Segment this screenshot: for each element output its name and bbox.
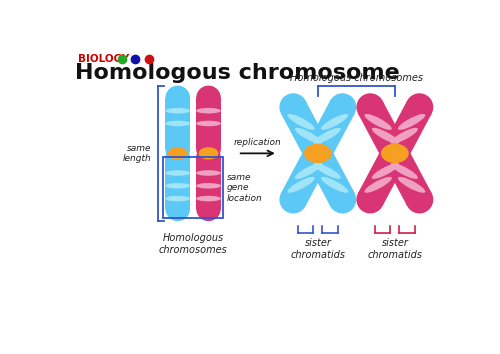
Ellipse shape bbox=[288, 114, 315, 130]
Ellipse shape bbox=[381, 144, 408, 163]
Ellipse shape bbox=[295, 163, 322, 179]
Ellipse shape bbox=[321, 177, 348, 193]
Text: same
gene
location: same gene location bbox=[227, 173, 262, 202]
Ellipse shape bbox=[328, 186, 356, 213]
Ellipse shape bbox=[381, 139, 408, 167]
Polygon shape bbox=[382, 147, 432, 206]
Ellipse shape bbox=[381, 139, 408, 167]
Ellipse shape bbox=[166, 196, 190, 201]
Ellipse shape bbox=[196, 86, 221, 110]
Polygon shape bbox=[281, 147, 330, 206]
Text: Homologous chromosomes: Homologous chromosomes bbox=[290, 73, 423, 82]
Polygon shape bbox=[382, 101, 432, 160]
Ellipse shape bbox=[166, 196, 190, 221]
Bar bbox=[196, 98, 221, 149]
Ellipse shape bbox=[406, 93, 433, 121]
Ellipse shape bbox=[196, 108, 221, 114]
Ellipse shape bbox=[304, 139, 332, 167]
Ellipse shape bbox=[390, 128, 418, 144]
Text: BIOLOGY: BIOLOGY bbox=[78, 55, 129, 64]
Ellipse shape bbox=[168, 147, 188, 160]
Ellipse shape bbox=[166, 108, 190, 114]
Ellipse shape bbox=[166, 145, 190, 170]
Ellipse shape bbox=[196, 145, 221, 170]
Ellipse shape bbox=[356, 186, 384, 213]
Polygon shape bbox=[358, 101, 407, 160]
Ellipse shape bbox=[196, 137, 221, 161]
Text: Homologous chromosome: Homologous chromosome bbox=[74, 63, 400, 83]
Ellipse shape bbox=[166, 86, 190, 110]
Bar bbox=[166, 98, 190, 149]
Ellipse shape bbox=[304, 139, 332, 167]
Ellipse shape bbox=[364, 114, 392, 130]
Polygon shape bbox=[281, 101, 330, 160]
Bar bbox=[163, 157, 223, 218]
Ellipse shape bbox=[406, 186, 433, 213]
Text: sister
chromatids: sister chromatids bbox=[368, 238, 422, 260]
Ellipse shape bbox=[390, 163, 418, 179]
Text: Homologous
chromosomes: Homologous chromosomes bbox=[158, 233, 228, 255]
Ellipse shape bbox=[398, 114, 425, 130]
Ellipse shape bbox=[295, 128, 322, 144]
Ellipse shape bbox=[314, 128, 341, 144]
Ellipse shape bbox=[364, 177, 392, 193]
Ellipse shape bbox=[196, 196, 221, 201]
Ellipse shape bbox=[196, 183, 221, 189]
Text: same
length: same length bbox=[123, 144, 152, 163]
Ellipse shape bbox=[166, 137, 190, 161]
Ellipse shape bbox=[166, 170, 190, 176]
Ellipse shape bbox=[280, 93, 307, 121]
Ellipse shape bbox=[321, 114, 348, 130]
Ellipse shape bbox=[280, 186, 307, 213]
Ellipse shape bbox=[196, 121, 221, 126]
Ellipse shape bbox=[328, 93, 356, 121]
Ellipse shape bbox=[356, 93, 384, 121]
Bar bbox=[166, 158, 190, 209]
Polygon shape bbox=[306, 101, 354, 160]
Polygon shape bbox=[306, 147, 354, 206]
Ellipse shape bbox=[288, 177, 315, 193]
Ellipse shape bbox=[381, 139, 408, 167]
Text: replication: replication bbox=[234, 138, 281, 147]
Ellipse shape bbox=[304, 139, 332, 167]
Polygon shape bbox=[358, 147, 407, 206]
Ellipse shape bbox=[166, 121, 190, 126]
Ellipse shape bbox=[304, 139, 332, 167]
Text: sister
chromatids: sister chromatids bbox=[290, 238, 346, 260]
Ellipse shape bbox=[381, 139, 408, 167]
Ellipse shape bbox=[372, 163, 399, 179]
Ellipse shape bbox=[166, 183, 190, 189]
Ellipse shape bbox=[196, 196, 221, 221]
Ellipse shape bbox=[314, 163, 341, 179]
Ellipse shape bbox=[372, 128, 399, 144]
Ellipse shape bbox=[196, 170, 221, 176]
Ellipse shape bbox=[398, 177, 425, 193]
Bar bbox=[196, 158, 221, 209]
Ellipse shape bbox=[304, 144, 332, 163]
Ellipse shape bbox=[198, 147, 218, 160]
